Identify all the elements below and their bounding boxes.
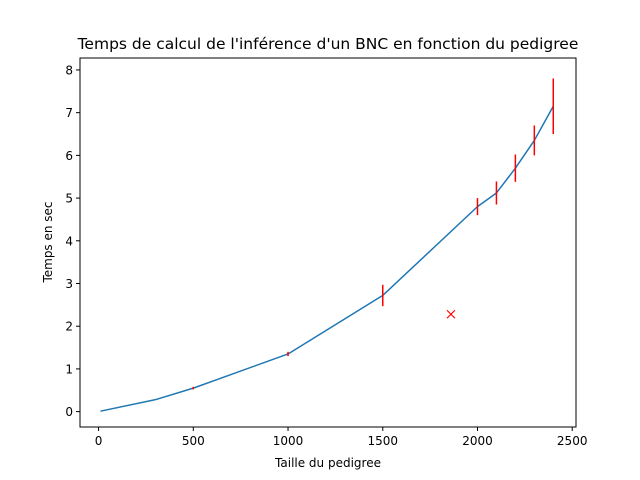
y-tick-label: 7 — [65, 106, 73, 120]
x-tick-label: 0 — [95, 434, 103, 448]
y-tick-label: 2 — [65, 320, 73, 334]
x-axis-label: Taille du pedigree — [274, 456, 381, 470]
axis-ticks: 0 500 1000 1500 2000 2500 0 1 2 3 4 5 6 7 8 — [65, 63, 587, 448]
x-tick-label: 2000 — [462, 434, 493, 448]
y-tick-label: 3 — [65, 277, 73, 291]
y-tick-label: 0 — [65, 405, 73, 419]
scatter-point-stroke — [446, 309, 456, 319]
chart-title: Temps de calcul de l'inférence d'un BNC … — [77, 35, 579, 53]
y-tick-label: 5 — [65, 192, 73, 206]
y-axis-label: Temps en sec — [41, 201, 55, 283]
y-tick-label: 1 — [65, 362, 73, 376]
plot-area — [100, 78, 555, 412]
series-line — [100, 105, 554, 412]
x-tick-label: 1500 — [367, 434, 398, 448]
x-tick-label: 500 — [182, 434, 205, 448]
y-tick-label: 4 — [65, 234, 73, 248]
y-tick-label: 8 — [65, 63, 73, 77]
y-tick-label: 6 — [65, 149, 73, 163]
x-tick-label: 1000 — [273, 434, 304, 448]
x-tick-label: 2500 — [557, 434, 588, 448]
axes-frame — [79, 57, 577, 428]
scatter-point — [446, 309, 456, 319]
